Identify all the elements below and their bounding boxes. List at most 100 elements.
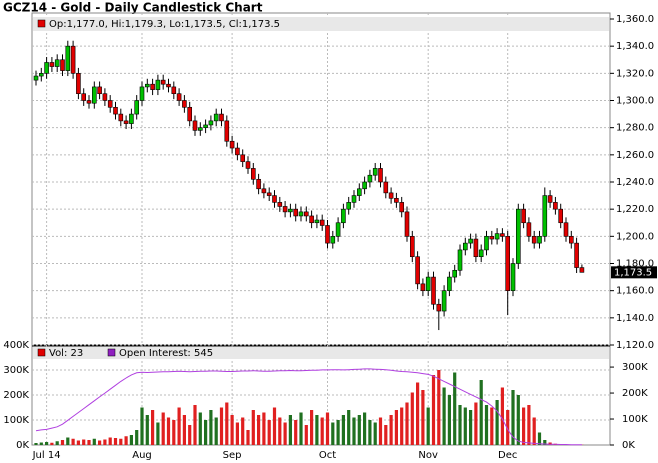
candle-body	[70, 45, 76, 74]
candle-body	[489, 236, 495, 240]
candle-body	[97, 86, 102, 95]
volume-bar	[522, 407, 526, 445]
legend-strip	[33, 347, 609, 359]
volume-bar	[124, 436, 128, 445]
candle-body	[266, 192, 272, 196]
oi-tick-label: 0K	[622, 440, 635, 451]
volume-bar	[241, 417, 245, 445]
volume-bar	[113, 438, 118, 445]
volume-tick-label: 0K	[16, 440, 29, 451]
candle-body	[409, 236, 415, 258]
candle-body	[107, 100, 113, 108]
x-tick-label: Jul 14	[32, 450, 61, 461]
legend-text: Vol: 23	[49, 348, 83, 359]
candle-body	[515, 208, 521, 264]
candle-body	[44, 62, 49, 74]
volume-bar	[442, 387, 446, 445]
candle-body	[547, 195, 553, 203]
x-tick-label: Nov	[418, 450, 438, 461]
candle-body	[356, 188, 362, 196]
volume-bar	[405, 402, 409, 445]
volume-bar	[166, 417, 171, 445]
y-tick-label: 1,280.0	[616, 123, 654, 134]
volume-bar	[135, 430, 139, 445]
volume-bar	[251, 410, 255, 445]
volume-bar	[92, 438, 96, 445]
candle-body	[436, 303, 442, 312]
candle-body	[537, 236, 542, 244]
candle-body	[341, 208, 346, 224]
x-tick-label: Oct	[319, 450, 336, 461]
volume-bar	[527, 405, 531, 445]
candle-body	[457, 249, 463, 271]
candle-body	[171, 86, 177, 95]
volume-bar	[156, 422, 160, 445]
volume-bar	[511, 390, 515, 445]
candle-body	[478, 249, 484, 258]
candle-body	[208, 120, 214, 126]
y-tick-label: 1,220.0	[616, 204, 654, 215]
volume-bar	[283, 422, 287, 445]
volume-bar	[384, 425, 388, 445]
volume-bar	[60, 440, 65, 445]
volume-bar	[278, 417, 282, 445]
volume-bar	[410, 392, 414, 445]
candle-body	[563, 222, 569, 237]
legend-text: Op:1,177.0, Hi:1,179.3, Lo:1,173.5, Cl:1…	[49, 19, 280, 30]
volume-bar	[394, 410, 398, 445]
oi-tick-label: 100K	[622, 414, 648, 425]
volume-bar	[320, 417, 324, 445]
volume-bar	[299, 412, 303, 445]
candle-body	[526, 222, 532, 237]
candle-body	[251, 168, 256, 180]
candle-body	[134, 100, 139, 115]
volume-bar	[431, 375, 436, 445]
candle-body	[420, 283, 426, 291]
volume-bar	[188, 425, 192, 445]
candle-body	[452, 269, 458, 278]
y-tick-label: 1,140.0	[616, 313, 654, 324]
volume-bar	[193, 405, 197, 445]
volume-bar	[331, 422, 335, 445]
candle-body	[298, 211, 304, 217]
candle-body	[521, 208, 526, 224]
volume-bar	[235, 422, 239, 445]
candle-body	[166, 83, 171, 88]
candle-body	[129, 113, 134, 124]
volume-bar	[82, 439, 86, 445]
volume-bar	[341, 415, 345, 445]
volume-bar	[426, 407, 430, 445]
legend-strip	[33, 17, 609, 31]
volume-bar	[304, 425, 308, 445]
candle-body	[309, 215, 314, 224]
oi-tick-label: 200K	[622, 388, 648, 399]
candle-body	[261, 188, 267, 194]
candle-body	[102, 93, 108, 101]
volume-bar	[214, 417, 218, 445]
volume-bar	[543, 440, 547, 445]
candle-body	[86, 100, 92, 104]
volume-bar	[151, 410, 155, 445]
candle-body	[441, 290, 447, 312]
candle-body	[484, 236, 489, 251]
volume-bar	[447, 395, 451, 445]
volume-bar	[219, 407, 224, 445]
legend-swatch	[37, 348, 46, 357]
candle-body	[303, 211, 309, 217]
candle-body	[176, 93, 182, 101]
candle-body	[351, 195, 357, 203]
volume-bar	[172, 420, 176, 445]
last-price-box	[611, 266, 657, 279]
candle-body	[553, 202, 558, 210]
candle-body	[367, 174, 373, 183]
candle-body	[500, 233, 505, 237]
volume-bar	[140, 407, 144, 445]
legend-swatch	[107, 348, 116, 357]
volume-bar	[500, 387, 504, 445]
volume-bar	[453, 372, 457, 445]
volume-bar	[71, 438, 75, 445]
volume-bar	[66, 437, 70, 445]
volume-bar	[437, 370, 441, 445]
volume-bar	[129, 435, 133, 445]
volume-bar	[310, 410, 314, 445]
